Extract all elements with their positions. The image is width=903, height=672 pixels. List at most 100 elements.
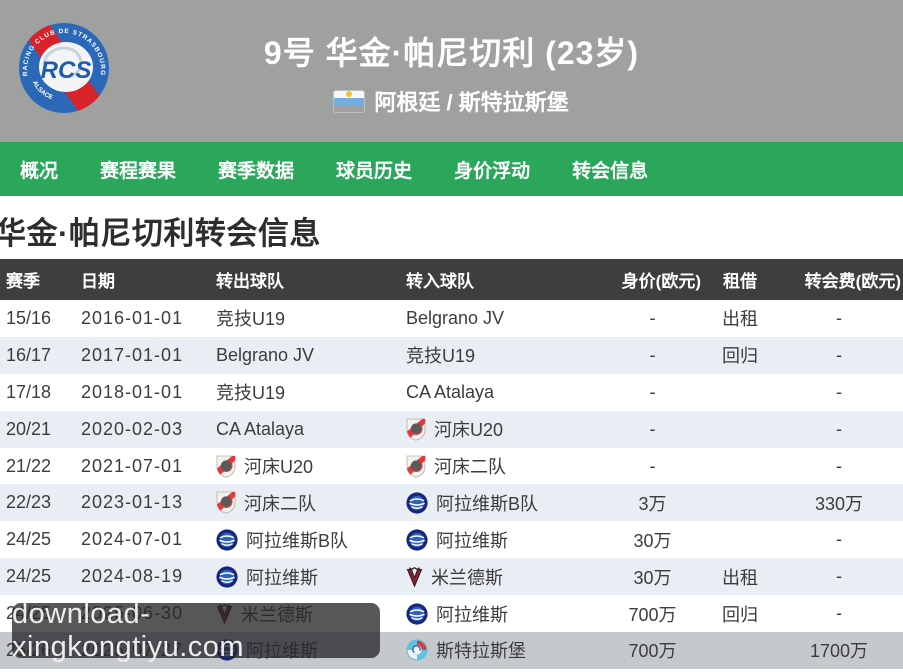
nationality-club-text: 阿根廷 / 斯特拉斯堡 [374, 90, 569, 115]
tab-transfer-info[interactable]: 转会信息 [572, 160, 649, 182]
to-team-name: 阿拉维斯 [436, 604, 508, 625]
table-row: 24/25 2024-07-01 阿拉维斯B队 阿拉维斯 30万 - [0, 521, 903, 559]
date-cell: 2024-08-19 [81, 566, 184, 587]
to-team-cell: 阿拉维斯 [400, 601, 600, 627]
to-team-cell: 阿拉维斯 [400, 527, 600, 553]
table-row: 15/16 2016-01-01 竞技U19 Belgrano JV - 出租 … [0, 300, 903, 337]
loan-cell: 出租 [722, 309, 758, 330]
from-team-cell: 竞技U19 [210, 305, 400, 331]
loan-cell: 出租 [722, 567, 758, 588]
racing-strasbourg-badge-icon: RCS RACING CLUB DE STRASBOURG ALSACE [19, 23, 109, 113]
river-plate-logo-icon [216, 455, 236, 478]
date-cell: 2023-01-13 [81, 492, 184, 513]
watermark-overlay: download-xingkongtiyu.com [12, 598, 380, 663]
to-team-cell: 米兰德斯 [400, 564, 600, 590]
from-team-cell: Belgrano JV [210, 345, 400, 366]
tab-market-value[interactable]: 身价浮动 [454, 160, 531, 182]
from-team-cell: CA Atalaya [210, 419, 400, 440]
fee-cell: 1700万 [809, 641, 869, 662]
to-team-name: 斯特拉斯堡 [436, 641, 526, 662]
date-cell: 2017-01-01 [81, 344, 184, 365]
value-cell: 30万 [633, 567, 672, 588]
table-row: 16/17 2017-01-01 Belgrano JV 竞技U19 - 回归 … [0, 336, 903, 374]
table-row: 24/25 2024-08-19 阿拉维斯 米兰德斯 30万 出租 - [0, 558, 903, 596]
tab-fixtures[interactable]: 赛程赛果 [100, 160, 177, 182]
river-plate-logo-icon [406, 418, 426, 441]
value-cell: - [649, 455, 656, 476]
fee-cell: - [836, 455, 842, 476]
alaves-logo-icon [406, 529, 428, 551]
loan-cell: 回归 [722, 604, 758, 625]
mirandes-logo-icon [406, 566, 423, 588]
date-cell: 2020-02-03 [81, 418, 184, 439]
tab-player-history[interactable]: 球员历史 [336, 160, 413, 182]
to-team-name: 河床二队 [434, 457, 506, 477]
season-cell: 21/22 [6, 455, 52, 476]
to-team-cell: 竞技U19 [400, 342, 600, 368]
season-cell: 16/17 [6, 344, 52, 365]
from-team-name: 河床U20 [244, 457, 314, 477]
fee-cell: - [836, 418, 842, 439]
to-team-cell: 河床U20 [400, 416, 600, 442]
to-team-cell: Belgrano JV [400, 308, 600, 329]
col-header-season: 赛季 [6, 272, 40, 291]
page-title-bar: 华金·帕尼切利转会信息 [0, 196, 903, 259]
season-cell: 24/25 [6, 529, 52, 550]
to-team-name: CA Atalaya [406, 381, 495, 402]
season-cell: 22/23 [6, 492, 52, 513]
strasbourg-logo-icon [406, 639, 428, 661]
col-header-from: 转出球队 [216, 272, 284, 291]
from-team-name: 河床二队 [244, 493, 316, 514]
fee-cell: - [836, 344, 842, 365]
from-team-cell: 阿拉维斯 [210, 564, 400, 590]
season-cell: 17/18 [6, 381, 52, 402]
svg-text:RCS: RCS [41, 57, 92, 84]
value-cell: 700万 [628, 604, 677, 625]
club-badge-icon: RCS RACING CLUB DE STRASBOURG ALSACE [16, 20, 112, 116]
tab-season-stats[interactable]: 赛季数据 [218, 160, 295, 182]
from-team-cell: 竞技U19 [210, 379, 400, 405]
river-plate-logo-icon [216, 491, 236, 514]
fee-cell: - [836, 381, 842, 402]
season-cell: 15/16 [6, 307, 52, 328]
watermark-text: download-xingkongtiyu.com [12, 597, 245, 663]
table-header-row: 赛季 日期 转出球队 转入球队 身价(欧元) 租借 转会费(欧元) [0, 259, 903, 300]
value-cell: - [649, 344, 656, 365]
fee-cell: - [836, 529, 842, 550]
to-team-cell: 河床二队 [400, 453, 600, 479]
table-row: 20/21 2020-02-03 CA Atalaya 河床U20 - - [0, 410, 903, 448]
col-header-fee: 转会费(欧元) [804, 272, 901, 291]
to-team-name: 阿拉维斯B队 [436, 493, 539, 514]
fee-cell: - [836, 307, 842, 328]
fee-cell: - [836, 603, 842, 624]
loan-cell: 回归 [722, 346, 758, 367]
to-team-cell: CA Atalaya [400, 382, 600, 403]
fee-cell: - [836, 566, 842, 587]
table-row: 17/18 2018-01-01 竞技U19 CA Atalaya - - [0, 373, 903, 411]
from-team-name: 竞技U19 [216, 309, 286, 330]
to-team-name: 竞技U19 [406, 346, 476, 367]
from-team-name: 阿拉维斯B队 [246, 530, 349, 551]
col-header-loan: 租借 [723, 272, 757, 291]
section-nav: 概况 赛程赛果 赛季数据 球员历史 身价浮动 转会信息 [0, 142, 903, 196]
from-team-name: 竞技U19 [216, 383, 286, 404]
date-cell: 2018-01-01 [81, 381, 184, 402]
alaves-logo-icon [406, 603, 428, 625]
to-team-name: Belgrano JV [406, 307, 505, 328]
from-team-cell: 阿拉维斯B队 [210, 527, 400, 553]
date-cell: 2024-07-01 [81, 529, 184, 550]
tab-overview[interactable]: 概况 [20, 160, 59, 182]
table-row: 21/22 2021-07-01 河床U20 河床二队 - - [0, 447, 903, 485]
value-cell: - [649, 307, 656, 328]
to-team-cell: 阿拉维斯B队 [400, 490, 600, 516]
to-team-name: 阿拉维斯 [436, 530, 508, 551]
from-team-cell: 河床U20 [210, 453, 400, 479]
player-header: RCS RACING CLUB DE STRASBOURG ALSACE 9号 … [0, 0, 903, 142]
table-row: 22/23 2023-01-13 河床二队 阿拉维斯B队 3万 330万 [0, 484, 903, 522]
player-title: 9号 华金·帕尼切利 (23岁) [263, 35, 640, 71]
river-plate-logo-icon [406, 455, 426, 478]
col-header-value: 身价(欧元) [621, 272, 701, 291]
value-cell: - [649, 418, 656, 439]
alaves-logo-icon [216, 566, 238, 588]
from-team-cell: 河床二队 [210, 490, 400, 516]
